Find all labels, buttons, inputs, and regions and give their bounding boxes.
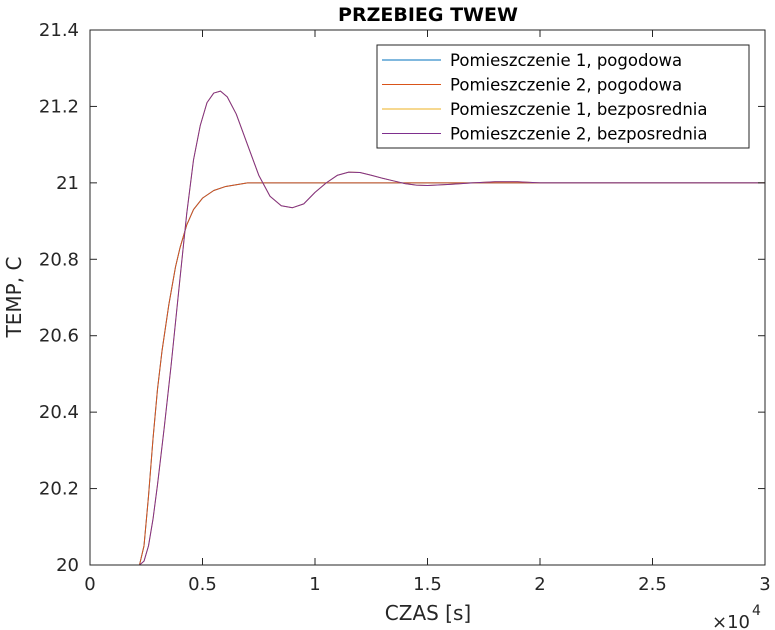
legend-label-1: Pomieszczenie 1, pogodowa: [450, 51, 682, 70]
x-tick-label: 0.5: [188, 574, 217, 595]
x-tick-label: 1: [309, 574, 320, 595]
legend: Pomieszczenie 1, pogodowa Pomieszczenie 2…: [376, 44, 750, 149]
legend-label-4: Pomieszczenie 2, bezposrednia: [450, 125, 707, 144]
series-line-2: [90, 182, 765, 566]
chart-title: PRZEBIEG TWEW: [338, 4, 518, 26]
x-exponent-power: 4: [752, 603, 761, 619]
x-tick-label: 2.5: [638, 574, 667, 595]
legend-label-2: Pomieszczenie 2, pogodowa: [450, 76, 682, 95]
x-axis: 0 0.5 1 1.5 2 2.5 3: [84, 30, 771, 595]
series-layer: [90, 90, 765, 566]
x-axis-label: CZAS [s]: [385, 601, 471, 625]
x-tick-label: 1.5: [413, 574, 442, 595]
legend-box: [376, 44, 750, 149]
x-tick-label: 2: [534, 574, 545, 595]
y-tick-label: 20.4: [39, 402, 79, 423]
x-axis-exponent: ×10 4: [712, 603, 761, 630]
x-tick-label: 3: [759, 574, 770, 595]
y-axis: 20 20.2 20.4 20.6 20.8 21 21.2 21.4: [39, 20, 765, 576]
y-tick-label: 21: [56, 173, 79, 194]
y-tick-label: 20.2: [39, 479, 79, 500]
y-axis-label: TEMP, C: [2, 257, 26, 339]
series-line-4: [90, 90, 765, 566]
y-tick-label: 20: [56, 555, 79, 576]
x-exponent-base: ×10: [712, 612, 750, 630]
legend-label-3: Pomieszczenie 1, bezposrednia: [450, 100, 707, 119]
y-tick-label: 21.4: [39, 20, 79, 41]
y-tick-label: 20.6: [39, 326, 79, 347]
x-tick-label: 0: [84, 574, 95, 595]
y-tick-label: 20.8: [39, 249, 79, 270]
y-tick-label: 21.2: [39, 96, 79, 117]
